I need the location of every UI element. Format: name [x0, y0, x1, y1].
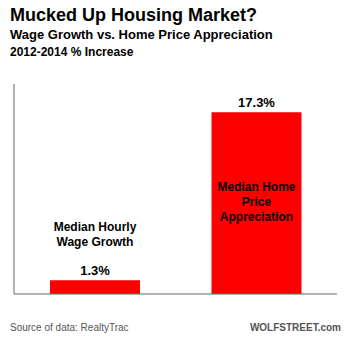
html-text:WOLFSTREET.com: WOLFSTREET.com [249, 322, 341, 333]
svg-text:Median HourlyWage Growth: Median HourlyWage Growth [54, 220, 137, 249]
html-text:2012-2014 % Increase: 2012-2014 % Increase [10, 45, 134, 59]
html-text:Wage Growth vs. Home Price App: Wage Growth vs. Home Price Appreciation [10, 27, 273, 42]
svg-text:1.3%: 1.3% [80, 263, 110, 278]
html-text:Source of data: RealtyTrac: Source of data: RealtyTrac [10, 322, 129, 333]
svg-text:Median HomePriceAppreciation: Median HomePriceAppreciation [217, 180, 295, 224]
svg-text:17.3%: 17.3% [238, 95, 275, 110]
html-text:Mucked Up Housing Market?: Mucked Up Housing Market? [10, 5, 257, 25]
